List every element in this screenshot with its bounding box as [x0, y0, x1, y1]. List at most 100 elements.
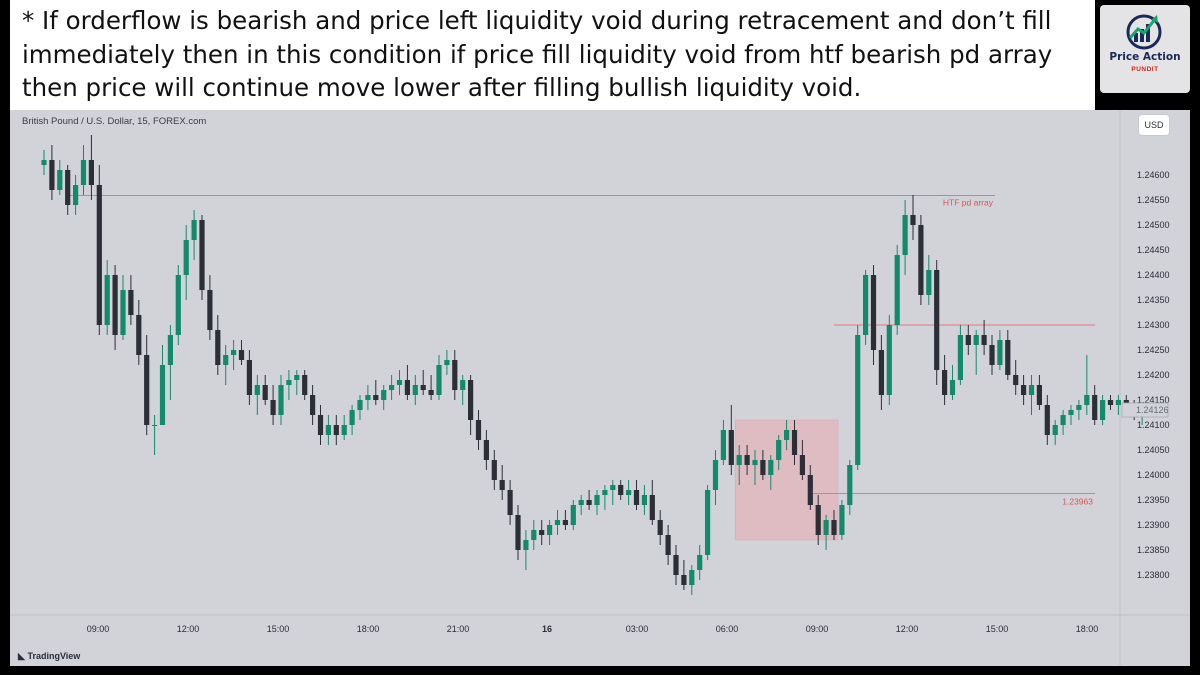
time-tick-label: 18:00	[1076, 624, 1099, 634]
candle-body	[887, 325, 892, 395]
candle-body	[760, 460, 765, 475]
candle-body	[539, 530, 544, 535]
candle-body	[1053, 425, 1058, 435]
candle-body	[966, 335, 971, 345]
candle-body	[389, 385, 394, 390]
candle-body	[342, 425, 347, 435]
candle-body	[1037, 385, 1042, 405]
candle-body	[120, 290, 125, 335]
candle-body	[255, 385, 260, 395]
candle-body	[1092, 395, 1097, 420]
tradingview-watermark: ◣​ TradingView	[18, 651, 80, 662]
candle-body	[752, 460, 757, 465]
candle-body	[168, 335, 173, 365]
chart-panel[interactable]: HTF pd array 1.23963 1.24600 1.24550 1.24500…	[10, 110, 1190, 666]
logo-chart-icon	[1100, 5, 1190, 55]
candle-body	[958, 335, 963, 380]
candle-body	[871, 275, 876, 350]
time-tick-label: 09:00	[87, 624, 110, 634]
candle-body	[879, 350, 884, 395]
candle-body	[515, 515, 520, 550]
time-tick-label: 16	[542, 624, 552, 634]
candle-body	[531, 530, 536, 540]
candle-body	[286, 380, 291, 385]
candle-body	[1076, 405, 1081, 410]
candle-body	[1068, 410, 1073, 415]
candle-body	[666, 535, 671, 555]
candle-body	[65, 170, 70, 205]
price-tick-label: 1.24400	[1137, 270, 1170, 280]
candle-body	[681, 575, 686, 585]
candle-body	[278, 385, 283, 415]
candle-body	[863, 275, 868, 335]
candle-body	[1108, 400, 1113, 405]
time-tick-label: 18:00	[357, 624, 380, 634]
time-tick-label: 15:00	[986, 624, 1009, 634]
candle-body	[41, 160, 46, 165]
price-tick-label: 1.24250	[1137, 345, 1170, 355]
candle-body	[436, 365, 441, 395]
candle-body	[105, 275, 110, 325]
candle-body	[800, 455, 805, 475]
candle-body	[429, 390, 434, 395]
candle-body	[1061, 415, 1066, 425]
candle-body	[737, 455, 742, 465]
candle-body	[918, 225, 923, 295]
time-tick-label: 12:00	[896, 624, 919, 634]
candle-body	[910, 215, 915, 225]
price-tick-label: 1.24050	[1137, 445, 1170, 455]
logo-title: Price Action	[1100, 51, 1190, 63]
level-label: 1.23963	[1062, 497, 1093, 507]
candle-body	[729, 430, 734, 465]
candle-body	[492, 460, 497, 480]
candle-body	[484, 440, 489, 460]
candle-body	[658, 520, 663, 535]
candle-body	[934, 270, 939, 370]
tradingview-logo-icon: ◣​	[18, 651, 25, 661]
candle-body	[721, 430, 726, 460]
candle-body	[365, 395, 370, 400]
candle-body	[555, 520, 560, 525]
price-tick-label: 1.23900	[1137, 520, 1170, 530]
candle-body	[239, 350, 244, 360]
candle-body	[1045, 405, 1050, 435]
candle-body	[1005, 340, 1010, 375]
candle-body	[1021, 385, 1026, 395]
candlestick-chart[interactable]: HTF pd array 1.23963 1.24600 1.24550 1.24500…	[10, 110, 1190, 666]
candle-body	[302, 375, 307, 395]
candle-body	[381, 390, 386, 400]
candle-body	[594, 495, 599, 505]
candle-body	[903, 215, 908, 255]
candle-body	[784, 430, 789, 440]
candle-body	[989, 345, 994, 365]
candle-body	[294, 375, 299, 380]
candle-body	[373, 395, 378, 400]
candle-body	[357, 400, 362, 410]
candle-body	[176, 275, 181, 335]
candle-body	[1013, 375, 1018, 385]
last-price-label: 1.24126	[1136, 405, 1169, 415]
candle-body	[397, 380, 402, 385]
logo: Price Action PUNDIT	[1100, 5, 1190, 93]
candle-body	[350, 410, 355, 425]
candle-body	[768, 460, 773, 475]
candle-body	[231, 350, 236, 355]
candle-body	[895, 255, 900, 325]
annotation-box: * If orderflow is bearish and price left…	[10, 0, 1095, 110]
annotation-text: * If orderflow is bearish and price left…	[22, 4, 1092, 105]
candle-body	[705, 490, 710, 555]
currency-button[interactable]: USD	[1138, 114, 1170, 136]
candle-body	[831, 520, 836, 535]
candle-body	[618, 485, 623, 495]
candle-body	[207, 290, 212, 330]
candle-body	[89, 160, 94, 185]
candle-body	[452, 360, 457, 390]
candle-body	[460, 380, 465, 390]
time-tick-label: 15:00	[267, 624, 290, 634]
candle-body	[318, 415, 323, 435]
candle-body	[950, 380, 955, 395]
price-tick-label: 1.23950	[1137, 495, 1170, 505]
candle-body	[571, 505, 576, 525]
candle-body	[215, 330, 220, 365]
candle-body	[697, 555, 702, 570]
